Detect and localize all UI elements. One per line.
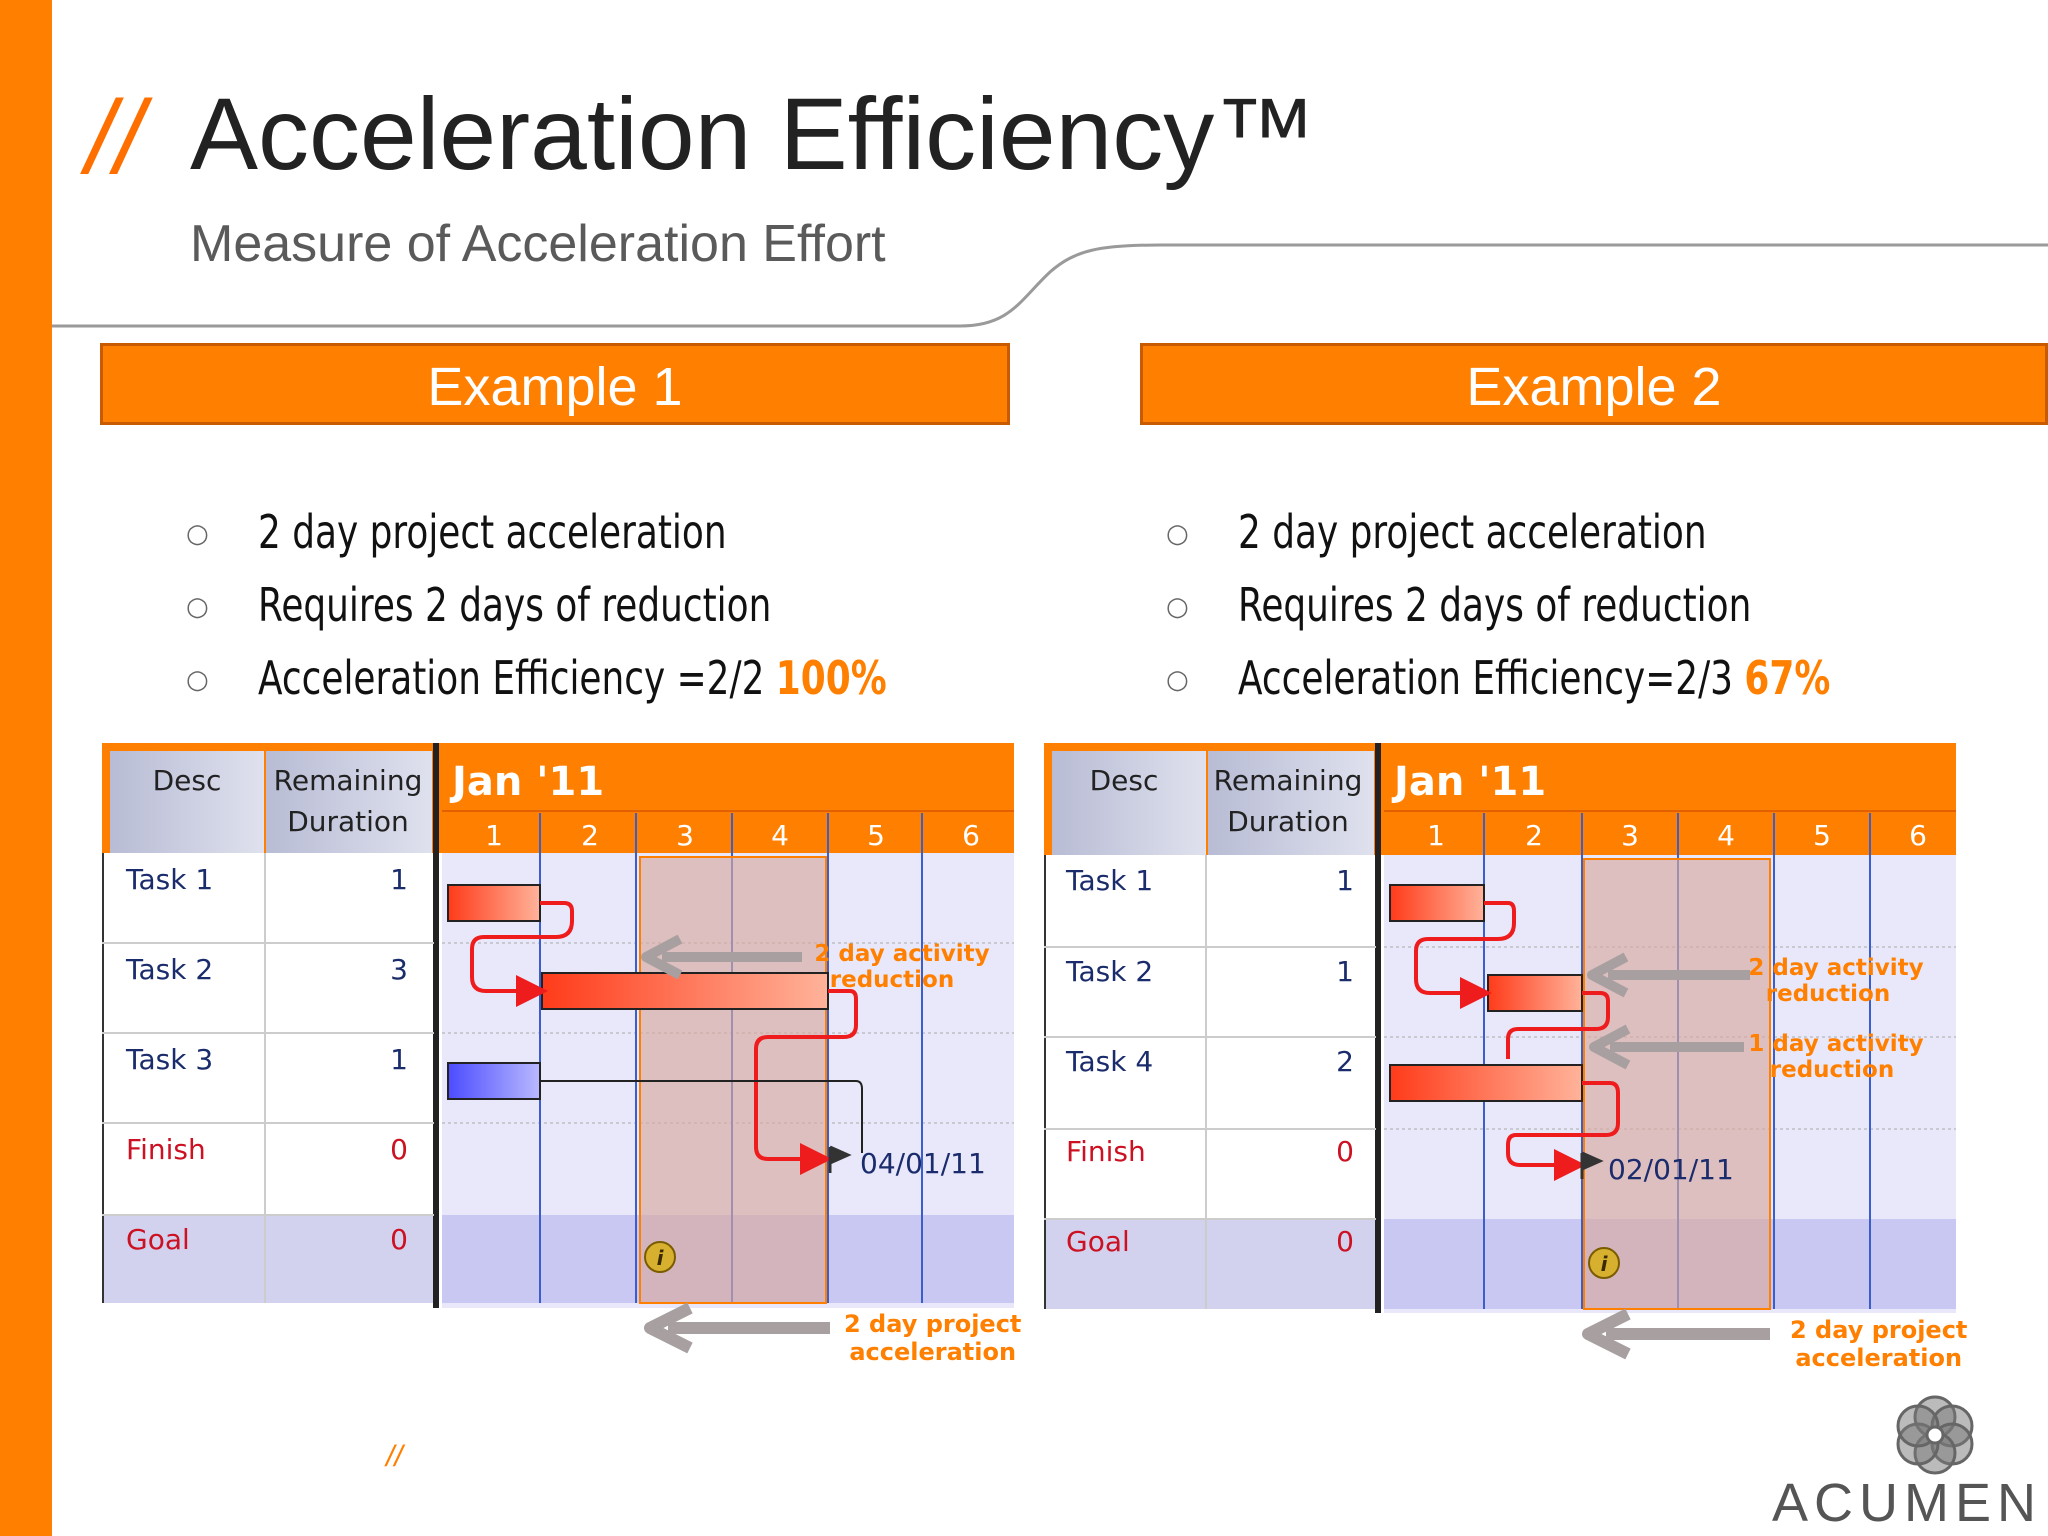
efficiency-percent: 67% [1744,651,1831,705]
bullet-circle-icon: ○ [1166,592,1189,622]
task-desc: Finish [126,1133,206,1166]
task-duration: 3 [390,953,408,986]
task-duration: 0 [390,1133,408,1166]
finish-flag-icon [828,1145,852,1173]
task-duration: 1 [390,863,408,896]
finish-date: 02/01/11 [1608,1153,1734,1186]
task-duration: 1 [390,1043,408,1076]
acceleration-annotation-1: 2 day project acceleration [844,1310,1021,1366]
desc-header-label: Desc [1090,764,1159,797]
example2-banner: Example 2 [1140,343,2048,425]
duration-header-cell [266,751,432,853]
acceleration-annotation-line2: acceleration [1795,1344,1963,1372]
task-duration: 2 [1336,1045,1354,1078]
gantt-chart-example2: Desc Remaining Duration Jan '11 1 2 3 4 … [1042,743,1956,1318]
day-label: 5 [1813,819,1831,852]
info-icon [644,1241,676,1273]
day-label: 4 [771,819,789,852]
example1-banner: Example 1 [100,343,1010,425]
task-desc: Task 3 [125,1043,213,1076]
task-duration: 0 [1336,1225,1354,1258]
day-label: 3 [676,819,694,852]
month-label: Jan '11 [1391,759,1546,805]
gantt-chart-example1: Desc Remaining Duration Jan '11 1 2 3 4 … [100,743,1014,1313]
day-label: 1 [1427,819,1445,852]
bullet-text: Acceleration Efficiency=2/3 [1238,651,1745,705]
task2-bar [1487,974,1583,1012]
bullet-circle-icon: ○ [186,665,209,695]
day-label: 3 [1621,819,1639,852]
acceleration-annotation-line2: acceleration [849,1338,1017,1366]
task-desc: Task 1 [1065,864,1153,897]
task2-bar [541,972,829,1010]
reduction-annotation-line2: reduction [1766,981,1890,1007]
bullet-circle-icon: ○ [1166,519,1189,549]
day-label: 2 [581,819,599,852]
bullet-text: Requires 2 days of reduction [258,578,772,632]
day-label: 5 [867,819,885,852]
info-icon [1588,1247,1620,1279]
duration-header-label-2: Duration [287,805,409,838]
acumen-logo-icon [1896,1395,1974,1475]
bullet-circle-icon: ○ [1166,665,1189,695]
task-desc: Goal [1066,1225,1130,1258]
left-accent-bar [0,0,52,1536]
efficiency-percent: 100% [775,651,887,705]
title-slashes: // [86,80,144,196]
header-divider [52,243,2048,328]
svg-text:i: i [657,1246,665,1270]
day-label: 4 [1717,819,1735,852]
task-duration: 0 [1336,1135,1354,1168]
desc-header-cell [1052,751,1206,855]
task-desc: Task 4 [1065,1045,1153,1078]
reduction-annotation2-line2: reduction [1770,1057,1894,1083]
day-label: 1 [485,819,503,852]
desc-header-cell [110,751,264,853]
reduction-annotation-line2: reduction [830,967,954,993]
duration-header-label-1: Remaining [1214,764,1363,797]
bullet-text: 2 day project acceleration [1238,505,1707,559]
task-desc: Task 2 [125,953,213,986]
finish-flag-icon [1580,1151,1604,1179]
bullet-circle-icon: ○ [186,519,209,549]
bullet-circle-icon: ○ [186,592,209,622]
desc-header-label: Desc [153,764,222,797]
bullet-text: 2 day project acceleration [258,505,727,559]
task-desc: Task 2 [1065,955,1153,988]
bullet-text: Acceleration Efficiency =2/2 [258,651,776,705]
day-label: 6 [962,819,980,852]
task1-bar [447,884,541,922]
task-desc: Finish [1066,1135,1146,1168]
reduction-annotation2-line1: 1 day activity [1748,1031,1923,1057]
finish-date: 04/01/11 [860,1147,986,1180]
bullet-text: Requires 2 days of reduction [1238,578,1752,632]
task1-bar [1389,884,1485,922]
duration-header-label-2: Duration [1227,805,1349,838]
duration-header-cell [1208,751,1374,855]
acceleration-annotation-line1: 2 day project [844,1310,1022,1338]
acumen-logo-text: ACUMEN [1772,1473,2043,1533]
svg-text:i: i [1601,1252,1609,1276]
page-title: Acceleration Efficiency™ [190,77,1317,191]
duration-header-label-1: Remaining [274,764,423,797]
task-desc: Task 1 [125,863,213,896]
task3-bar [447,1062,541,1100]
acceleration-annotation-line1: 2 day project [1790,1316,1968,1344]
task-duration: 1 [1336,955,1354,988]
footer-slashes: // [386,1440,403,1473]
task-duration: 0 [390,1223,408,1256]
task4-bar [1389,1064,1583,1102]
day-label: 6 [1909,819,1927,852]
task-duration: 1 [1336,864,1354,897]
reduction-annotation-line1: 2 day activity [814,941,989,967]
day-label: 2 [1525,819,1543,852]
task-desc: Goal [126,1223,190,1256]
page-subtitle: Measure of Acceleration Effort [190,215,886,273]
reduction-annotation-line1: 2 day activity [1748,955,1923,981]
month-label: Jan '11 [449,759,604,805]
acceleration-arrows [644,1302,1770,1360]
acceleration-annotation-2: 2 day project acceleration [1790,1316,1967,1372]
